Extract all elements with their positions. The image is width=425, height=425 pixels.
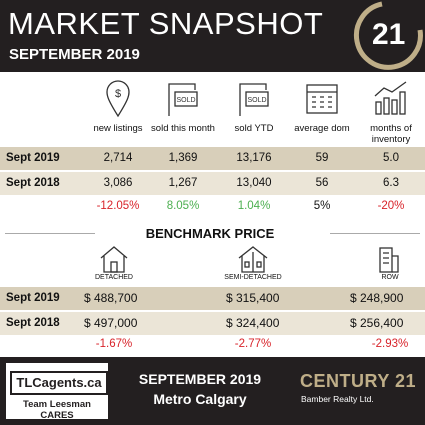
column-label: sold this month (151, 123, 215, 134)
icon-semi (238, 246, 268, 273)
icon-chart (374, 81, 407, 115)
benchmark-title: BENCHMARK PRICE (145, 226, 275, 241)
row-band (0, 172, 425, 195)
change: -12.05% (96, 200, 140, 212)
icon-calendar (306, 84, 338, 114)
change: 1.04% (237, 200, 271, 212)
cell: $ 315,400 (226, 291, 280, 305)
cell: 13,176 (236, 152, 272, 164)
svg-text:$: $ (115, 88, 121, 100)
cell: 1,267 (168, 177, 198, 189)
rule (330, 233, 420, 234)
column-label: ROW (381, 274, 399, 281)
row-label: Sept 2018 (6, 177, 60, 189)
change: -20% (377, 200, 405, 212)
column-label: months of inventory (370, 123, 412, 145)
icon-pin: $ (106, 80, 130, 118)
svg-text:SOLD: SOLD (247, 97, 266, 104)
cell: $ 256,400 (350, 316, 404, 330)
logo: 21 (372, 18, 406, 51)
cell: 13,040 (236, 177, 272, 189)
svg-text:SOLD: SOLD (176, 97, 195, 104)
footer: TLCagents.ca Team Leesman CARES SEPTEMBE… (0, 357, 425, 425)
cell: 2,714 (103, 152, 133, 164)
row-label: Sept 2018 (6, 317, 60, 329)
agent-box: TLCagents.ca Team Leesman CARES (6, 363, 108, 421)
icon-detached (100, 246, 128, 273)
row-band (0, 312, 425, 335)
column-label: new listings (93, 123, 143, 134)
brand: CENTURY 21 (300, 371, 417, 391)
column-label: DETACHED (95, 274, 133, 281)
cell: 56 (315, 177, 329, 189)
cell: $ 497,000 (84, 316, 138, 330)
icon-sold: SOLD (168, 83, 198, 116)
change: -2.77% (234, 338, 272, 350)
cell: 59 (315, 152, 329, 164)
column-label: SEMI-DETACHED (224, 274, 282, 281)
column-label: sold YTD (234, 123, 274, 134)
subtitle: SEPTEMBER 2019 (9, 46, 140, 63)
cell: $ 488,700 (84, 291, 138, 305)
row-band (0, 287, 425, 310)
office: Bamber Realty Ltd. (301, 394, 374, 404)
row-band (0, 147, 425, 170)
row-label: Sept 2019 (6, 292, 60, 304)
logo-ring (353, 1, 423, 70)
cell: 3,086 (103, 177, 133, 189)
agent: TLCagents.ca (10, 371, 108, 395)
icon-sold-ytd: SOLD (239, 83, 269, 116)
change: 8.05% (166, 200, 200, 212)
change: -2.93% (371, 338, 409, 350)
cell: 1,369 (168, 152, 198, 164)
icon-row (379, 247, 399, 273)
area: Metro Calgary (153, 391, 247, 407)
cell: 5.0 (383, 152, 399, 164)
header: MARKET SNAPSHOT SEPTEMBER 2019 21 (0, 0, 425, 72)
title: MARKET SNAPSHOT (8, 6, 324, 41)
cell: $ 324,400 (226, 316, 280, 330)
change: -1.67% (95, 338, 133, 350)
month: SEPTEMBER 2019 (138, 371, 262, 387)
team: Team Leesman CARES (23, 399, 91, 421)
cell: $ 248,900 (350, 291, 404, 305)
cell: 6.3 (383, 177, 399, 189)
rule (5, 233, 95, 234)
column-label: average dom (294, 123, 350, 134)
row-label: Sept 2019 (6, 152, 60, 164)
change: 5% (313, 200, 331, 212)
